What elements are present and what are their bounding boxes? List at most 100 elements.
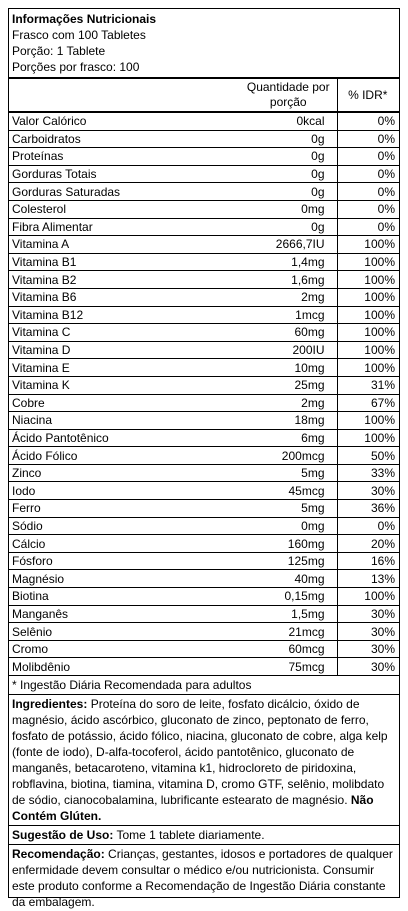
nutrient-name: Gorduras Totais [9,165,237,184]
idr-percent: 100% [336,235,399,254]
amount: 5mg [237,499,337,518]
column-header: % IDR* [336,79,399,113]
nutrient-name: Vitamina B2 [9,270,237,289]
usage-text: Tome 1 tablete diariamente. [113,828,265,842]
header-line: Porções por frasco: 100 [12,60,140,74]
idr-percent: 30% [336,622,399,641]
nutrient-name: Vitamina C [9,323,237,342]
nutrient-row: Gorduras Totais 0g 0% [9,165,399,184]
amount: 160mg [237,534,337,553]
idr-percent: 20% [336,534,399,553]
ingredients: Ingredientes: Proteína do soro de leite,… [9,695,399,826]
amount: 0g [237,182,337,201]
amount: 0g [237,165,337,184]
nutrient-name: Biotina [9,587,237,606]
nutrition-table: Quantidade por porção % IDR* Valor Calór… [9,79,399,676]
idr-percent: 0% [336,165,399,184]
amount: 75mcg [237,657,337,676]
nutrient-row: Vitamina C 60mg 100% [9,323,399,342]
nutrient-row: Vitamina E 10mg 100% [9,358,399,377]
idr-percent: 67% [336,394,399,413]
amount: 60mg [237,323,337,342]
usage: Sugestão de Uso: Tome 1 tablete diariame… [9,826,399,845]
amount: 200IU [237,341,337,360]
amount: 0mg [237,517,337,536]
nutrient-row: Cromo 60mcg 30% [9,640,399,659]
title: Informações Nutricionais [12,12,157,26]
idr-percent: 30% [336,605,399,624]
ingredients-label: Ingredientes: [12,697,88,711]
amount: 2666,7IU [237,235,337,254]
idr-percent: 50% [336,446,399,465]
amount: 125mg [237,552,337,571]
nutrient-name: Fibra Alimentar [9,218,237,237]
amount: 18mg [237,411,337,430]
amount: 40mg [237,569,337,589]
nutrient-name: Ácido Pantotênico [9,429,237,448]
nutrient-row: Carboidratos 0g 0% [9,130,399,149]
nutrient-name: Gorduras Saturadas [9,182,237,201]
amount: 6mg [237,429,337,448]
nutrient-row: Vitamina B2 1,6mg 100% [9,270,399,289]
amount: 1mcg [237,306,337,325]
recommendation: Recomendação: Crianças, gestantes, idoso… [9,845,399,911]
idr-percent: 100% [336,358,399,377]
idr-percent: 100% [336,323,399,342]
nutrient-row: Vitamina K 25mg 31% [9,376,399,395]
idr-percent: 0% [336,112,399,131]
nutrient-name: Selênio [9,622,237,641]
nutrient-row: Vitamina B6 2mg 100% [9,288,399,307]
nutrient-row: Sódio 0mg 0% [9,517,399,536]
nutrient-name: Carboidratos [9,130,237,149]
amount: 25mg [237,376,337,395]
amount: 0g [237,130,337,149]
nutrient-name: Fósforo [9,552,237,571]
idr-percent: 13% [336,569,399,589]
nutrient-name: Vitamina B1 [9,253,237,272]
idr-percent: 100% [336,429,399,448]
idr-percent: 100% [336,306,399,325]
nutrient-name: Sódio [9,517,237,536]
nutrient-row: Vitamina B1 1,4mg 100% [9,253,399,272]
recommendation-label: Recomendação: [12,847,105,861]
idr-percent: 100% [336,341,399,360]
idr-percent: 100% [336,288,399,307]
idr-percent: 33% [336,464,399,483]
amount: 1,4mg [237,253,337,272]
usage-label: Sugestão de Uso: [12,828,114,842]
recommendation-text: Crianças, gestantes, idosos e portadores… [12,847,393,909]
idr-percent: 0% [336,182,399,201]
gluten-note: Não Contém Glúten. [12,793,374,823]
amount: 2mg [237,394,337,413]
nutrient-row: Vitamina B12 1mcg 100% [9,306,399,325]
idr-percent: 30% [336,657,399,676]
idr-percent: 0% [336,218,399,237]
column-header-row: Quantidade por porção % IDR* [9,79,399,113]
amount: 5mg [237,464,337,483]
nutrient-row: Gorduras Saturadas 0g 0% [9,182,399,201]
nutrient-name: Zinco [9,464,237,483]
amount: 0mg [237,200,337,219]
idr-percent: 36% [336,499,399,518]
nutrient-row: Molibdênio 75mcg 30% [9,657,399,676]
header-line: Porção: 1 Tablete [12,44,106,58]
idr-percent: 100% [336,411,399,430]
nutrient-name: Proteínas [9,147,237,166]
nutrient-name: Ferro [9,499,237,518]
amount: 10mg [237,358,337,377]
nutrient-row: Niacina 18mg 100% [9,411,399,430]
amount: 1,5mg [237,605,337,624]
idr-percent: 0% [336,517,399,536]
amount: 200mcg [237,446,337,465]
amount: 1,6mg [237,270,337,289]
idr-percent: 0% [336,200,399,219]
nutrient-row: Iodo 45mcg 30% [9,481,399,501]
nutrient-row: Vitamina D 200IU 100% [9,341,399,360]
nutrient-row: Fósforo 125mg 16% [9,552,399,571]
nutrient-row: Selênio 21mcg 30% [9,622,399,641]
nutrient-name: Vitamina E [9,358,237,377]
nutrient-name: Magnésio [9,569,237,589]
amount: 2mg [237,288,337,307]
nutrient-name: Vitamina B12 [9,306,237,325]
